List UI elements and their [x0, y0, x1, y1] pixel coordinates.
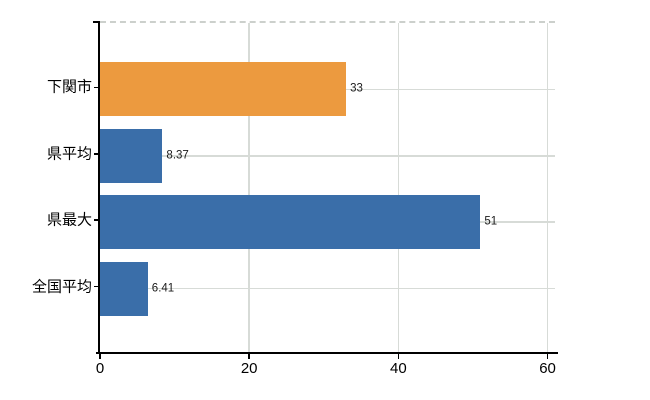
y-axis-tick: [94, 285, 99, 288]
bar-value-label: 6.41: [151, 281, 175, 294]
x-axis-tick-label: 20: [240, 360, 258, 377]
x-axis-tick-label: 0: [95, 360, 105, 377]
y-axis-tick: [94, 86, 99, 89]
category-label: 全国平均: [31, 278, 92, 296]
category-label: 県平均: [46, 145, 92, 163]
horizontal-gridline: [100, 155, 555, 157]
vertical-gridline: [546, 23, 549, 353]
x-axis-line: [96, 351, 558, 354]
plot-area: 33 8.37 51 6.41: [100, 21, 555, 353]
bar-value-label: 51: [484, 215, 498, 228]
x-axis-tick-label: 40: [390, 360, 407, 377]
bar-4: [100, 261, 148, 316]
y-axis-tick: [94, 153, 99, 155]
x-axis-tick: [546, 353, 549, 359]
vertical-gridline: [397, 23, 400, 353]
category-label: 県最大: [46, 211, 92, 229]
x-axis-tick: [99, 353, 101, 359]
bar-2: [100, 128, 163, 183]
bar-3: [100, 195, 481, 250]
x-axis-tick: [397, 353, 400, 359]
category-label: 下関市: [46, 78, 92, 96]
bar-value-label: 33: [350, 82, 363, 95]
vertical-gridline: [248, 23, 250, 353]
bar-1: [100, 62, 347, 117]
y-axis-top-tick: [93, 21, 100, 23]
x-axis-tick-label: 60: [539, 360, 556, 377]
x-axis-tick: [248, 353, 250, 359]
horizontal-gridline: [100, 287, 555, 290]
y-axis-tick: [94, 219, 99, 221]
y-axis-line: [98, 21, 100, 353]
bar-value-label: 8.37: [166, 149, 189, 162]
